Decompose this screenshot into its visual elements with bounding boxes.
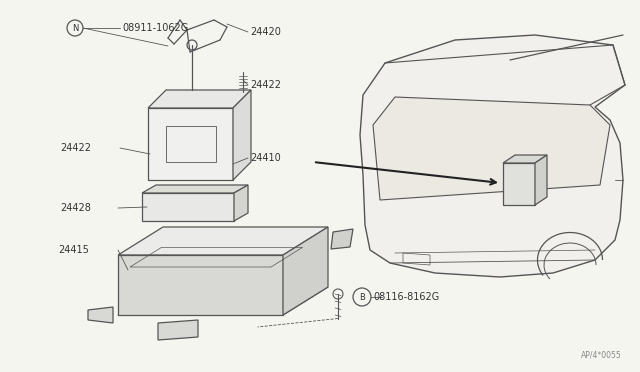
Text: 08116-8162G: 08116-8162G — [373, 292, 439, 302]
Polygon shape — [118, 227, 328, 255]
Circle shape — [189, 96, 195, 102]
Circle shape — [508, 155, 515, 163]
Polygon shape — [234, 185, 248, 221]
Polygon shape — [148, 108, 233, 180]
Polygon shape — [331, 229, 353, 249]
Polygon shape — [118, 255, 283, 315]
Polygon shape — [373, 97, 610, 200]
Text: 24415: 24415 — [58, 245, 89, 255]
Polygon shape — [283, 227, 328, 315]
Polygon shape — [503, 163, 535, 205]
Text: 24422: 24422 — [250, 80, 281, 90]
Polygon shape — [360, 35, 625, 277]
Text: 24422: 24422 — [60, 143, 91, 153]
Polygon shape — [118, 287, 328, 315]
Polygon shape — [535, 155, 547, 205]
Text: 24410: 24410 — [250, 153, 281, 163]
Circle shape — [522, 155, 529, 163]
Polygon shape — [148, 90, 251, 108]
Polygon shape — [142, 185, 248, 193]
Text: B: B — [359, 292, 365, 301]
Text: 08911-1062G: 08911-1062G — [122, 23, 188, 33]
Polygon shape — [158, 320, 198, 340]
Polygon shape — [142, 193, 234, 221]
Text: N: N — [72, 23, 78, 32]
Text: 24428: 24428 — [60, 203, 91, 213]
Polygon shape — [88, 307, 113, 323]
Polygon shape — [233, 90, 251, 180]
Polygon shape — [503, 155, 547, 163]
Text: 24420: 24420 — [250, 27, 281, 37]
Text: AP/4*0055: AP/4*0055 — [581, 351, 622, 360]
